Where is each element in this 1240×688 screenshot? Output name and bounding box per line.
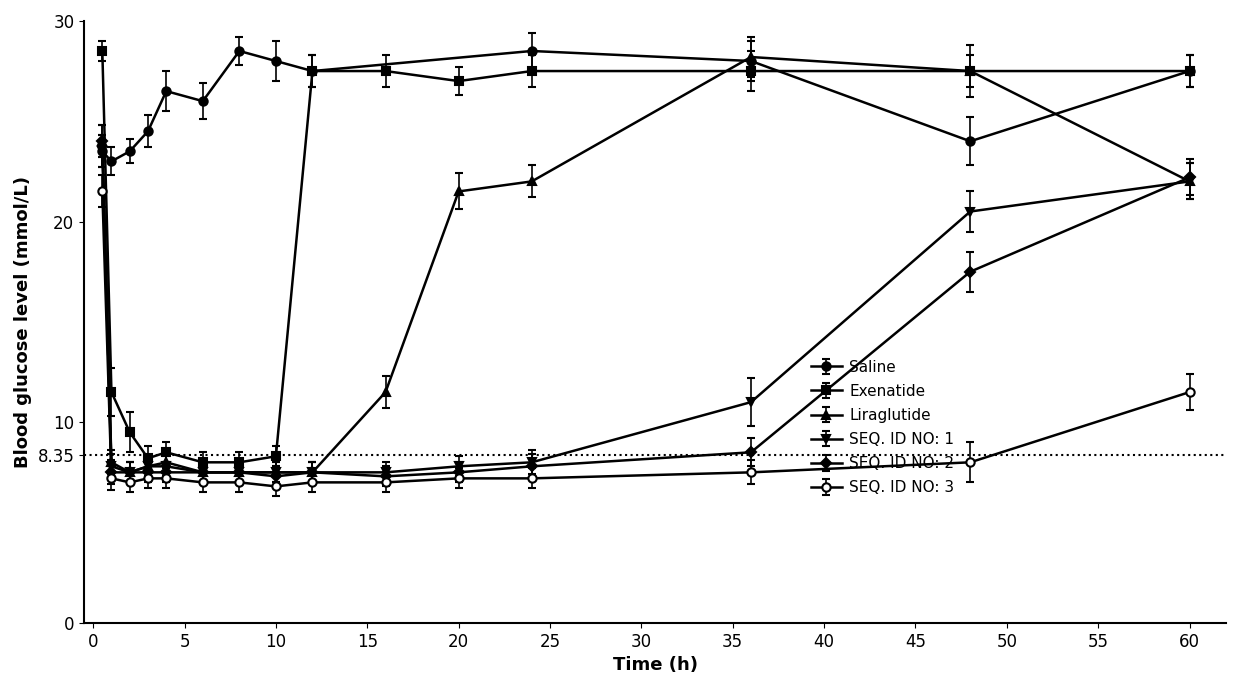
Y-axis label: Blood glucose level (mmol/L): Blood glucose level (mmol/L) [14,176,32,468]
X-axis label: Time (h): Time (h) [613,656,698,674]
Legend: Saline, Exenatide, Liraglutide, SEQ. ID NO: 1, SEQ. ID NO: 2, SEQ. ID NO: 3: Saline, Exenatide, Liraglutide, SEQ. ID … [811,360,955,495]
